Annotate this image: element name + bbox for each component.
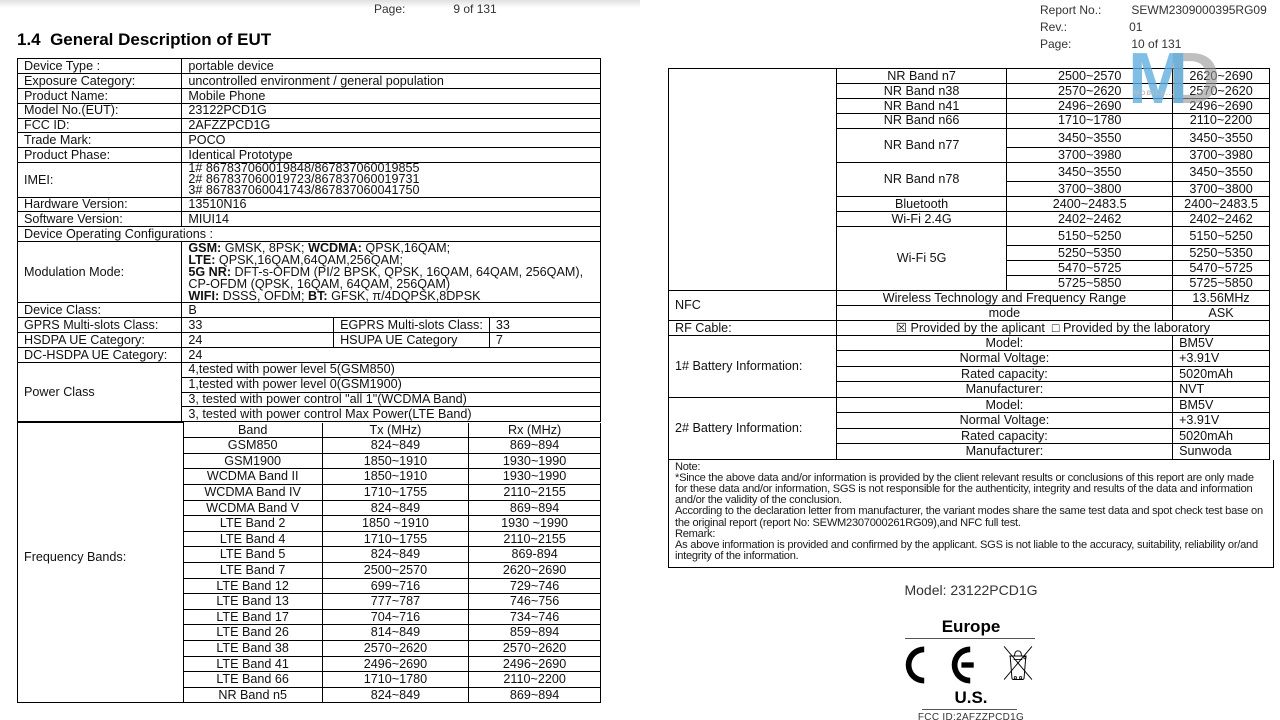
svg-text:M: M xyxy=(1128,39,1188,113)
